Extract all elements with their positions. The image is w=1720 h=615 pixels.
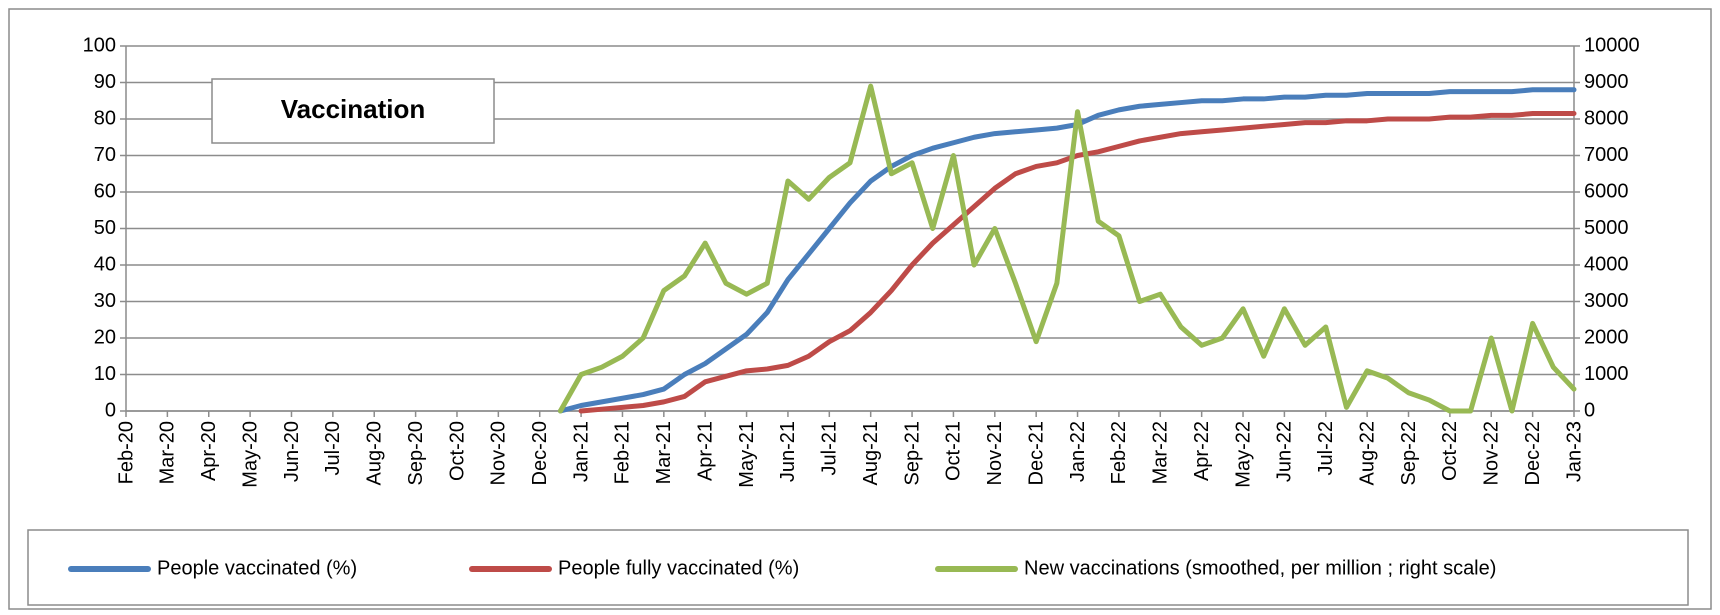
y2-tick-label: 8000 (1584, 107, 1629, 129)
y-tick-label: 100 (83, 34, 116, 56)
x-tick-label: May-20 (239, 421, 261, 488)
x-tick-label: Apr-20 (198, 421, 220, 481)
x-tick-label: Jun-22 (1274, 421, 1296, 482)
y-tick-label: 60 (94, 180, 116, 202)
x-tick-label: Oct-21 (943, 421, 965, 481)
x-tick-label: Sep-22 (1398, 421, 1420, 486)
chart-title: Vaccination (281, 94, 426, 124)
series-line (557, 87, 1577, 414)
x-tick-label: Jan-22 (1067, 421, 1089, 482)
y-tick-label: 40 (94, 253, 116, 275)
x-tick-label: Sep-20 (405, 421, 427, 486)
title-box (211, 78, 495, 144)
series-line (578, 111, 1577, 414)
y-tick-label: 90 (94, 71, 116, 93)
x-tick-label: Jul-21 (819, 421, 841, 475)
y2-tick-label: 4000 (1584, 253, 1629, 275)
y-tick-label: 30 (94, 290, 116, 312)
x-tick-label: Aug-22 (1356, 421, 1378, 486)
x-tick-label: Jun-20 (281, 421, 303, 482)
x-tick-label: Sep-21 (901, 421, 923, 486)
x-tick-label: Jul-22 (1315, 421, 1337, 475)
x-tick-label: Oct-22 (1439, 421, 1461, 481)
y-tick-label: 70 (94, 144, 116, 166)
x-tick-label: Dec-21 (1025, 421, 1047, 485)
legend-label: People vaccinated (%) (157, 557, 357, 579)
x-tick-label: Mar-20 (157, 421, 179, 484)
x-tick-label: May-21 (736, 421, 758, 488)
series-line (557, 83, 1577, 414)
plot-area: 0102030405060708090100010002000300040005… (83, 34, 1640, 487)
x-tick-label: Jan-21 (570, 421, 592, 482)
legend-label: New vaccinations (smoothed, per million … (1024, 557, 1496, 579)
x-tick-label: Dec-20 (529, 421, 551, 485)
x-tick-label: Nov-21 (984, 421, 1006, 485)
y2-tick-label: 9000 (1584, 71, 1629, 93)
y2-tick-label: 1000 (1584, 363, 1629, 385)
x-tick-label: Oct-20 (446, 421, 468, 481)
x-tick-label: Mar-21 (653, 421, 675, 484)
y2-tick-label: 10000 (1584, 34, 1640, 56)
x-tick-label: Nov-22 (1481, 421, 1503, 485)
y-tick-label: 80 (94, 107, 116, 129)
x-tick-label: Aug-21 (860, 421, 882, 486)
x-tick-label: Aug-20 (364, 421, 386, 486)
x-tick-label: Mar-22 (1150, 421, 1172, 484)
y2-tick-label: 5000 (1584, 217, 1629, 239)
y2-tick-label: 2000 (1584, 326, 1629, 348)
y-tick-label: 50 (94, 217, 116, 239)
x-tick-label: Jan-23 (1563, 421, 1585, 482)
legend-box (27, 529, 1689, 606)
x-tick-label: Feb-20 (115, 421, 137, 484)
y-tick-label: 10 (94, 363, 116, 385)
y2-tick-label: 3000 (1584, 290, 1629, 312)
x-tick-label: Nov-20 (488, 421, 510, 485)
x-tick-label: Apr-21 (694, 421, 716, 481)
y2-tick-label: 0 (1584, 399, 1595, 421)
y2-tick-label: 6000 (1584, 180, 1629, 202)
x-tick-label: May-22 (1232, 421, 1254, 488)
x-tick-label: Jul-20 (322, 421, 344, 475)
y-tick-label: 0 (105, 399, 116, 421)
x-tick-label: Jun-21 (777, 421, 799, 482)
legend-label: People fully vaccinated (%) (558, 557, 799, 579)
x-tick-label: Feb-22 (1108, 421, 1130, 484)
x-tick-label: Feb-21 (612, 421, 634, 484)
x-tick-label: Dec-22 (1522, 421, 1544, 485)
x-tick-label: Apr-22 (1191, 421, 1213, 481)
legend: People vaccinated (%) People fully vaccin… (68, 557, 1496, 579)
y2-tick-label: 7000 (1584, 144, 1629, 166)
y-tick-label: 20 (94, 326, 116, 348)
